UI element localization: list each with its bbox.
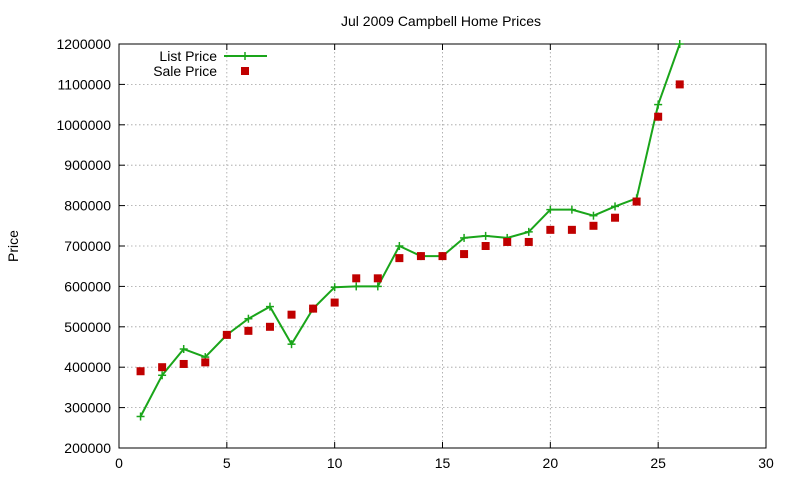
sale-price-point xyxy=(352,274,361,283)
legend-swatch-sale-price xyxy=(241,67,249,75)
legend-label-list-price: List Price xyxy=(159,48,217,64)
y-tick-label: 200000 xyxy=(64,440,111,456)
axis-ticks: 0 5 10 15 20 25 30 200000 300000 400000 500000 6000… xyxy=(56,36,774,471)
list-price-point xyxy=(179,345,188,354)
sale-price-point xyxy=(632,197,641,206)
list-price-point xyxy=(330,283,339,292)
sale-price-point xyxy=(524,237,533,246)
sale-price-point xyxy=(201,358,210,367)
sale-price-point xyxy=(546,225,555,234)
sale-price-point xyxy=(330,298,339,307)
list-price-point xyxy=(524,227,533,236)
sale-price-point xyxy=(265,322,274,331)
list-price-line xyxy=(139,43,681,417)
sale-price-point xyxy=(503,237,512,246)
sale-price-point xyxy=(395,254,404,263)
y-tick-label: 400000 xyxy=(64,359,111,375)
sale-price-point xyxy=(309,304,318,313)
chart-title: Jul 2009 Campbell Home Prices xyxy=(341,13,541,29)
x-tick-label: 25 xyxy=(650,455,666,471)
sale-price-point xyxy=(589,221,598,230)
list-price-point xyxy=(352,282,361,291)
sale-price-point xyxy=(438,252,447,261)
series-list-price xyxy=(136,40,684,421)
y-tick-label: 1200000 xyxy=(56,36,111,52)
y-tick-label: 800000 xyxy=(64,198,111,214)
sale-price-point xyxy=(567,225,576,234)
list-price-point xyxy=(611,202,620,211)
x-tick-label: 20 xyxy=(543,455,559,471)
sale-price-point xyxy=(179,359,188,368)
sale-price-point xyxy=(373,274,382,283)
sale-price-point xyxy=(416,252,425,261)
list-price-point xyxy=(395,242,404,250)
sale-price-point xyxy=(611,213,620,222)
y-tick-label: 1100000 xyxy=(58,76,112,92)
legend-marker-list-price xyxy=(241,52,249,60)
legend-label-sale-price: Sale Price xyxy=(153,63,217,79)
x-tick-label: 30 xyxy=(758,455,774,471)
list-price-point xyxy=(546,205,555,214)
list-price-point xyxy=(158,371,167,380)
y-axis-label: Price xyxy=(5,230,21,262)
y-tick-label: 900000 xyxy=(64,157,111,173)
series-layer xyxy=(136,40,684,421)
sale-price-point xyxy=(481,242,490,250)
sale-price-point xyxy=(158,363,167,372)
list-price-point xyxy=(589,211,598,220)
sale-price-point xyxy=(222,330,231,339)
list-price-point xyxy=(265,302,274,311)
sale-price-point xyxy=(654,112,663,121)
list-price-point xyxy=(654,100,663,109)
list-price-point xyxy=(481,231,490,240)
list-price-point xyxy=(287,340,296,349)
x-tick-label: 5 xyxy=(223,455,231,471)
series-sale-price xyxy=(136,80,684,376)
y-tick-label: 1000000 xyxy=(56,117,111,133)
sale-price-point xyxy=(675,80,684,89)
list-price-point xyxy=(373,282,382,291)
sale-price-point xyxy=(460,250,469,259)
y-tick-label: 300000 xyxy=(64,400,111,416)
x-tick-label: 10 xyxy=(327,455,343,471)
list-price-point xyxy=(244,314,253,323)
sale-price-point xyxy=(244,326,253,335)
x-tick-label: 0 xyxy=(115,455,123,471)
y-tick-label: 500000 xyxy=(64,319,111,335)
legend: List Price Sale Price xyxy=(153,48,267,79)
list-price-point xyxy=(136,412,145,421)
sale-price-point xyxy=(136,367,145,376)
sale-price-point xyxy=(287,310,296,319)
list-price-point xyxy=(567,205,576,214)
y-tick-label: 600000 xyxy=(64,278,111,294)
x-tick-label: 15 xyxy=(435,455,451,471)
grid-lines xyxy=(119,44,766,448)
list-price-point xyxy=(675,40,684,48)
list-price-point xyxy=(460,233,469,242)
y-tick-label: 700000 xyxy=(64,238,111,254)
